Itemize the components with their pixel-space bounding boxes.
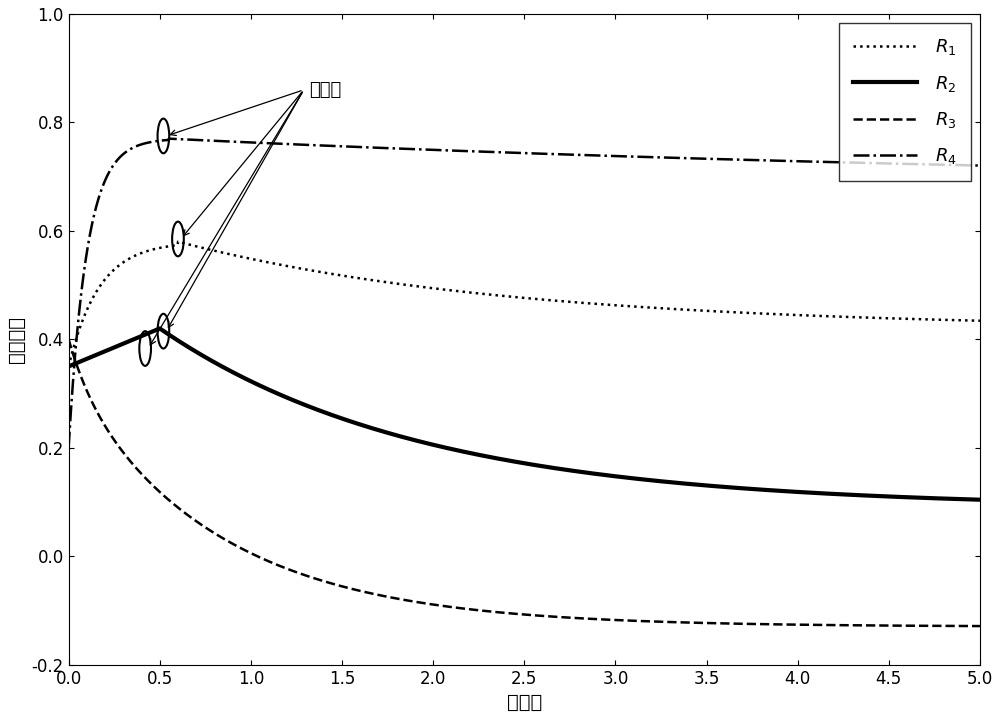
$R_2$ xyxy=(858,491,870,500)
$R_3$ xyxy=(956,622,968,631)
$R_1$ xyxy=(63,362,75,371)
X-axis label: 反馈值: 反馈值 xyxy=(507,693,542,712)
$R_1$ xyxy=(956,316,968,324)
$R_4$ xyxy=(167,134,179,143)
$R_4$ xyxy=(974,161,986,170)
Text: 真实值: 真实值 xyxy=(309,81,341,99)
$R_4$ xyxy=(412,145,424,154)
$R_2$ xyxy=(956,495,968,503)
$R_3$ xyxy=(63,335,75,344)
$R_1$ xyxy=(858,313,870,322)
$R_1$ xyxy=(172,237,184,246)
Line: $R_1$: $R_1$ xyxy=(69,242,980,367)
Line: $R_3$: $R_3$ xyxy=(69,339,980,626)
$R_4$ xyxy=(163,134,175,143)
Legend: $R_1$, $R_2$, $R_3$, $R_4$: $R_1$, $R_2$, $R_3$, $R_4$ xyxy=(839,23,971,180)
$R_2$ xyxy=(974,495,986,504)
$R_3$ xyxy=(412,598,424,607)
$R_4$ xyxy=(858,159,870,168)
$R_1$ xyxy=(452,287,464,296)
$R_4$ xyxy=(221,137,233,146)
$R_1$ xyxy=(412,282,424,290)
$R_4$ xyxy=(956,161,968,170)
$R_4$ xyxy=(452,147,464,155)
$R_2$ xyxy=(452,446,464,454)
$R_1$ xyxy=(974,316,986,325)
$R_2$ xyxy=(167,333,179,342)
$R_3$ xyxy=(167,499,179,508)
Line: $R_4$: $R_4$ xyxy=(69,139,980,448)
$R_3$ xyxy=(221,536,233,545)
$R_4$ xyxy=(63,444,75,452)
$R_2$ xyxy=(154,324,166,333)
Y-axis label: 期望收益: 期望收益 xyxy=(7,316,26,363)
$R_3$ xyxy=(974,622,986,631)
$R_1$ xyxy=(221,249,233,258)
$R_3$ xyxy=(858,621,870,630)
$R_1$ xyxy=(167,242,179,250)
$R_2$ xyxy=(221,365,233,373)
$R_2$ xyxy=(63,362,75,371)
$R_2$ xyxy=(412,437,424,446)
$R_3$ xyxy=(452,603,464,612)
Line: $R_2$: $R_2$ xyxy=(69,329,980,500)
